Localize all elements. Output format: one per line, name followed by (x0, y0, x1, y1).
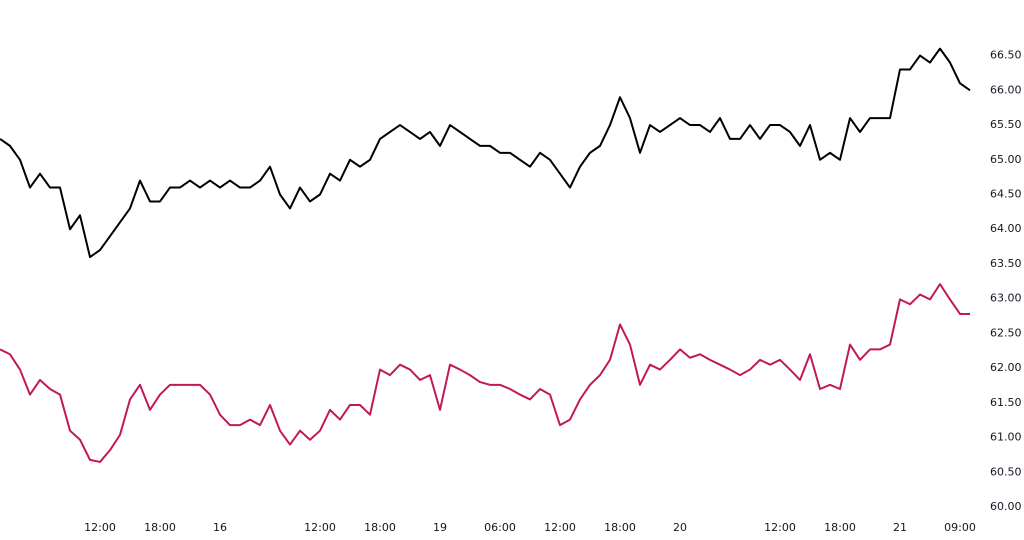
y-tick-label: 61.00 (990, 431, 1022, 444)
y-tick-label: 64.00 (990, 222, 1022, 235)
line-series (0, 283, 970, 463)
y-tick-label: 62.00 (990, 361, 1022, 374)
y-tick-label: 60.50 (990, 465, 1022, 478)
x-tick-label: 19 (433, 521, 447, 534)
y-tick-label: 60.00 (990, 500, 1022, 513)
y-tick-label: 61.50 (990, 396, 1022, 409)
line-series (0, 47, 971, 259)
y-tick-label: 66.00 (990, 83, 1022, 96)
x-tick-label: 12:00 (544, 521, 576, 534)
x-tick-label: 20 (673, 521, 687, 534)
y-tick-label: 63.00 (990, 292, 1022, 305)
y-tick-label: 63.50 (990, 257, 1022, 270)
y-tick-label: 64.50 (990, 188, 1022, 201)
x-tick-label: 12:00 (84, 521, 116, 534)
x-tick-label: 18:00 (364, 521, 396, 534)
x-tick-label: 18:00 (144, 521, 176, 534)
x-tick-label: 18:00 (824, 521, 856, 534)
x-tick-label: 06:00 (484, 521, 516, 534)
x-tick-label: 12:00 (764, 521, 796, 534)
x-tick-label: 09:00 (944, 521, 976, 534)
y-tick-label: 66.50 (990, 49, 1022, 62)
x-tick-label: 21 (893, 521, 907, 534)
x-tick-label: 16 (213, 521, 227, 534)
y-tick-label: 65.50 (990, 118, 1022, 131)
y-tick-label: 62.50 (990, 326, 1022, 339)
x-tick-label: 12:00 (304, 521, 336, 534)
x-tick-label: 18:00 (604, 521, 636, 534)
y-tick-label: 65.00 (990, 153, 1022, 166)
